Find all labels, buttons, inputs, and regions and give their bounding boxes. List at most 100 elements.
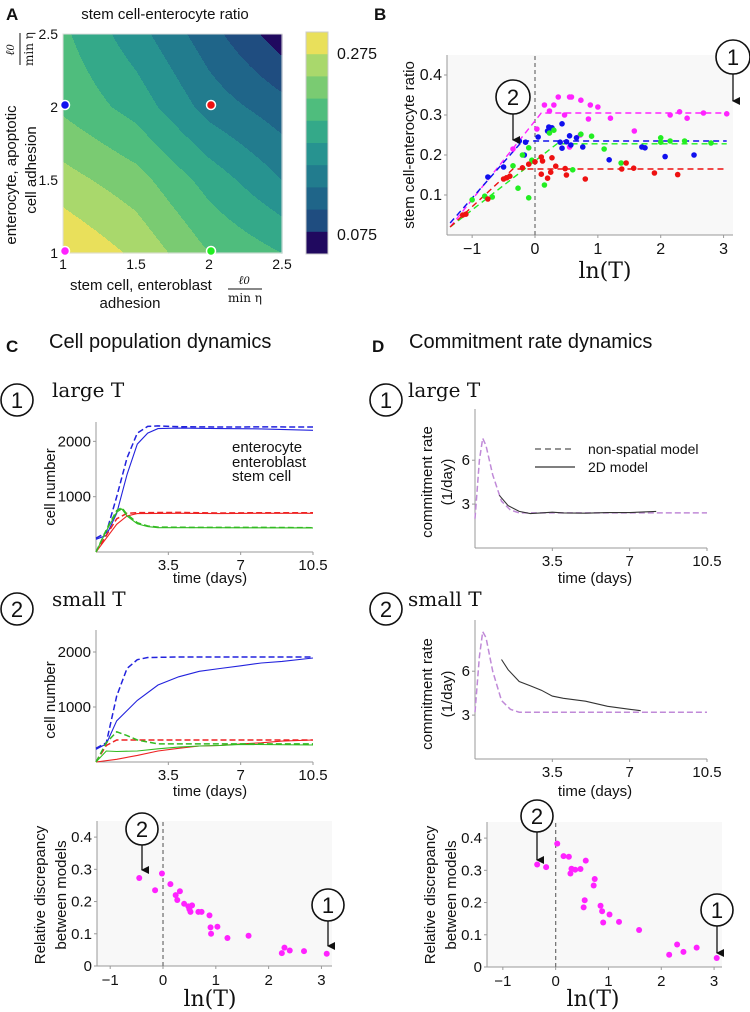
annotation-1: 1 bbox=[322, 893, 334, 918]
legend-enterocyte: enterocyte bbox=[232, 439, 302, 456]
panel-label-a: A bbox=[6, 5, 18, 24]
data-point bbox=[208, 930, 215, 937]
contour-band bbox=[111, 242, 161, 244]
chart-layer: 1 1.5 2 2.5 1 1.5 2 2.5 stem cell-enterocyte rat… bbox=[0, 6, 750, 1012]
data-point bbox=[590, 882, 597, 889]
plot-background bbox=[447, 55, 733, 235]
contour-band bbox=[188, 175, 232, 177]
data-point-green bbox=[469, 197, 475, 203]
contour-band bbox=[111, 148, 161, 150]
contour-band bbox=[72, 122, 136, 124]
data-point-green bbox=[569, 167, 576, 173]
contour-band bbox=[199, 53, 239, 55]
contour-band bbox=[120, 154, 167, 156]
marker-green bbox=[205, 245, 217, 257]
contour-band bbox=[167, 199, 209, 201]
contour-band bbox=[267, 122, 283, 124]
contour-band bbox=[173, 206, 216, 208]
contour-band bbox=[171, 68, 209, 70]
contour-band bbox=[130, 206, 174, 208]
contour-band bbox=[252, 152, 283, 154]
contour-band bbox=[141, 168, 181, 170]
contour-band bbox=[157, 105, 195, 107]
contour-band bbox=[268, 206, 283, 208]
contour-band bbox=[266, 205, 283, 207]
contour-band bbox=[74, 40, 116, 42]
annotation-1: 1 bbox=[711, 898, 723, 923]
contour-band bbox=[63, 216, 77, 218]
subtitle-large-t: large T bbox=[52, 378, 125, 402]
contour-band bbox=[103, 143, 156, 145]
contour-band bbox=[236, 99, 283, 101]
contour-band bbox=[225, 35, 262, 37]
contour-band bbox=[66, 209, 135, 211]
contour-band bbox=[63, 249, 121, 251]
contour-band bbox=[63, 181, 95, 183]
contour-band bbox=[196, 236, 254, 238]
contour-band bbox=[63, 89, 100, 91]
contour-band bbox=[176, 75, 214, 77]
contour-band bbox=[198, 147, 246, 149]
data-point bbox=[599, 908, 606, 915]
contour-band bbox=[63, 101, 108, 103]
contour-band bbox=[186, 136, 232, 138]
data-point bbox=[534, 861, 541, 868]
series-line-stem-cell-nonspatial bbox=[95, 511, 313, 553]
contour-band bbox=[164, 195, 206, 197]
data-point bbox=[207, 924, 214, 931]
contour-band bbox=[187, 224, 237, 226]
contour-band bbox=[218, 127, 275, 129]
contour-band bbox=[141, 128, 180, 130]
data-point bbox=[176, 888, 183, 895]
x-tick-label: −1 bbox=[102, 972, 119, 989]
contour-band bbox=[63, 69, 88, 71]
contour-band bbox=[63, 73, 90, 75]
contour-band bbox=[276, 212, 283, 214]
contour-band bbox=[219, 82, 270, 84]
contour-band bbox=[156, 237, 198, 239]
contour-band bbox=[160, 242, 202, 244]
contour-band bbox=[201, 150, 250, 152]
contour-band bbox=[167, 155, 207, 157]
contour-band bbox=[83, 174, 148, 176]
contour-band bbox=[63, 152, 118, 154]
circled-2-circle bbox=[369, 592, 403, 626]
contour-band bbox=[72, 37, 115, 39]
contour-band bbox=[140, 127, 179, 129]
contour-band bbox=[63, 121, 71, 123]
contour-band bbox=[102, 186, 158, 188]
contour-band bbox=[195, 183, 241, 185]
contour-band bbox=[63, 74, 91, 76]
contour-band bbox=[137, 212, 179, 214]
contour-band bbox=[277, 250, 283, 252]
contour-band bbox=[63, 131, 86, 133]
contour-band bbox=[192, 41, 230, 43]
contour-band bbox=[215, 125, 272, 127]
contour-band bbox=[205, 247, 272, 249]
contour-band bbox=[260, 75, 283, 77]
contour-band bbox=[132, 208, 175, 210]
series-line-enterocyte-nonspatial bbox=[95, 425, 314, 539]
contour-band bbox=[197, 109, 250, 111]
annotation-2: 2 bbox=[531, 804, 543, 829]
contour-band bbox=[159, 108, 197, 110]
contour-band bbox=[254, 154, 283, 156]
contour-band bbox=[76, 216, 141, 218]
contour-band bbox=[168, 63, 206, 65]
contour-band bbox=[73, 39, 116, 41]
contour-band bbox=[63, 242, 112, 244]
colorbar-swatch bbox=[306, 32, 328, 55]
contour-band bbox=[63, 98, 106, 100]
contour-band bbox=[279, 177, 283, 179]
contour-band bbox=[97, 231, 153, 233]
contour-band bbox=[132, 65, 171, 67]
contour-band bbox=[156, 42, 193, 44]
data-point bbox=[301, 948, 308, 955]
contour-band bbox=[130, 119, 171, 121]
contour-band bbox=[255, 237, 283, 239]
contour-band bbox=[149, 228, 191, 230]
contour-band bbox=[218, 81, 268, 83]
contour-band bbox=[261, 241, 283, 243]
contour-band bbox=[102, 235, 156, 237]
contour-band bbox=[165, 114, 203, 116]
